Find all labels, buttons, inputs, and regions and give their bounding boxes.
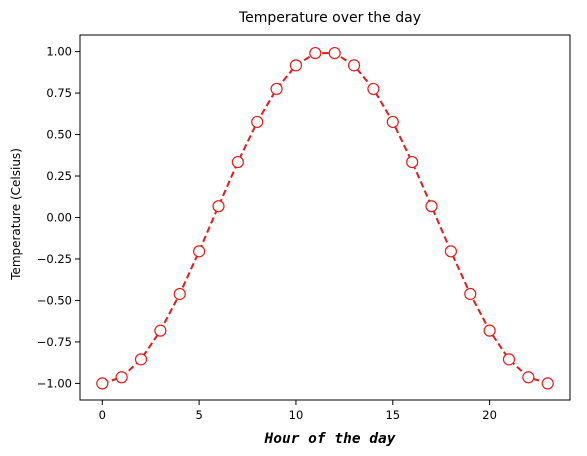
data-point: [270, 82, 283, 96]
data-point: [347, 59, 361, 72]
data-point: [522, 371, 535, 384]
data-point: [367, 82, 380, 96]
data-point: [251, 115, 264, 129]
data-point: [464, 287, 477, 301]
data-point: [386, 115, 399, 129]
series-layer: [96, 46, 554, 390]
data-point: [541, 377, 554, 390]
data-point: [134, 353, 148, 366]
data-point: [115, 371, 128, 384]
data-point: [193, 245, 206, 258]
data-point: [425, 200, 438, 213]
y-tick-label: 0.50: [46, 128, 72, 142]
data-point: [289, 59, 303, 72]
x-tick-label: 5: [195, 408, 202, 422]
data-point: [502, 353, 516, 366]
data-point: [483, 324, 496, 337]
y-tick-label: 0.75: [46, 86, 72, 100]
data-point: [231, 155, 244, 169]
x-tick-label: 15: [385, 408, 400, 422]
data-point: [444, 245, 457, 258]
axis-ticks: 0 5 10 15 20 1.00 0.75 0.50 0.25 0.00 −0.25 −0.50 −0…: [37, 45, 497, 422]
y-axis-label: Temperature (Celsius): [9, 148, 23, 281]
y-tick-label: 1.00: [46, 45, 72, 59]
x-axis-label: Hour of the day: [264, 431, 396, 447]
data-point: [309, 46, 322, 60]
y-tick-label: −0.25: [37, 252, 72, 266]
y-tick-label: −1.00: [37, 376, 72, 390]
x-tick-label: 10: [289, 408, 304, 422]
data-point: [212, 200, 225, 213]
y-tick-label: 0.00: [46, 211, 72, 225]
data-point: [154, 324, 167, 337]
y-tick-label: −0.75: [37, 335, 72, 349]
x-tick-label: 0: [99, 408, 106, 422]
data-point: [173, 287, 186, 301]
chart-title: Temperature over the day: [238, 10, 421, 26]
y-tick-label: −0.50: [37, 293, 72, 307]
data-point: [406, 155, 419, 169]
data-point: [328, 46, 341, 60]
x-tick-label: 20: [482, 408, 497, 422]
y-tick-label: 0.25: [46, 169, 72, 183]
data-point: [96, 377, 109, 390]
series-line: [101, 52, 549, 385]
